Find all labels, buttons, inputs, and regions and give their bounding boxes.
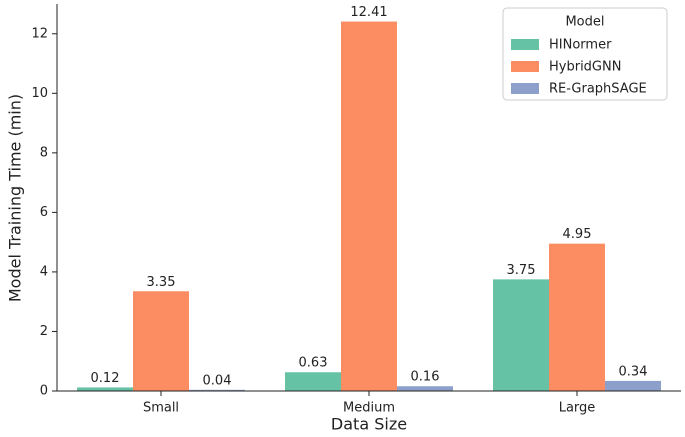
x-tick-label: Medium (343, 401, 395, 416)
value-label: 0.04 (203, 373, 232, 388)
legend-label: HINormer (549, 38, 612, 53)
bar (341, 21, 397, 392)
y-axis-title: Model Training Time (min) (6, 94, 25, 302)
y-tick-label: 6 (40, 205, 48, 220)
bar (493, 279, 549, 391)
value-label: 0.16 (411, 370, 440, 385)
x-tick-label: Small (143, 401, 179, 416)
value-label: 3.75 (507, 263, 536, 278)
legend-swatch (511, 61, 539, 72)
y-tick-label: 0 (40, 384, 48, 399)
bar (549, 243, 605, 391)
bar (605, 380, 661, 391)
legend-title: Model (565, 15, 604, 30)
bar (133, 291, 189, 391)
value-label: 4.95 (563, 227, 592, 242)
value-label: 0.12 (91, 371, 120, 386)
x-axis-title: Data Size (331, 415, 407, 434)
bar (189, 389, 245, 391)
y-tick-label: 4 (40, 264, 48, 279)
legend-swatch (511, 39, 539, 50)
y-tick-label: 12 (31, 26, 48, 41)
y-tick-label: 8 (40, 145, 48, 160)
x-tick-label: Large (559, 401, 596, 416)
y-tick-label: 2 (40, 324, 48, 339)
y-tick-label: 10 (31, 86, 48, 101)
legend-label: HybridGNN (549, 60, 621, 75)
value-label: 0.63 (299, 356, 328, 371)
legend-label: RE-GraphSAGE (549, 82, 647, 97)
bar (77, 387, 133, 391)
value-label: 3.35 (147, 275, 176, 290)
bar (397, 386, 453, 391)
bar (285, 372, 341, 391)
legend-box (502, 7, 668, 101)
legend-swatch (511, 83, 539, 94)
value-label: 0.34 (619, 364, 648, 379)
value-label: 12.41 (350, 5, 387, 20)
